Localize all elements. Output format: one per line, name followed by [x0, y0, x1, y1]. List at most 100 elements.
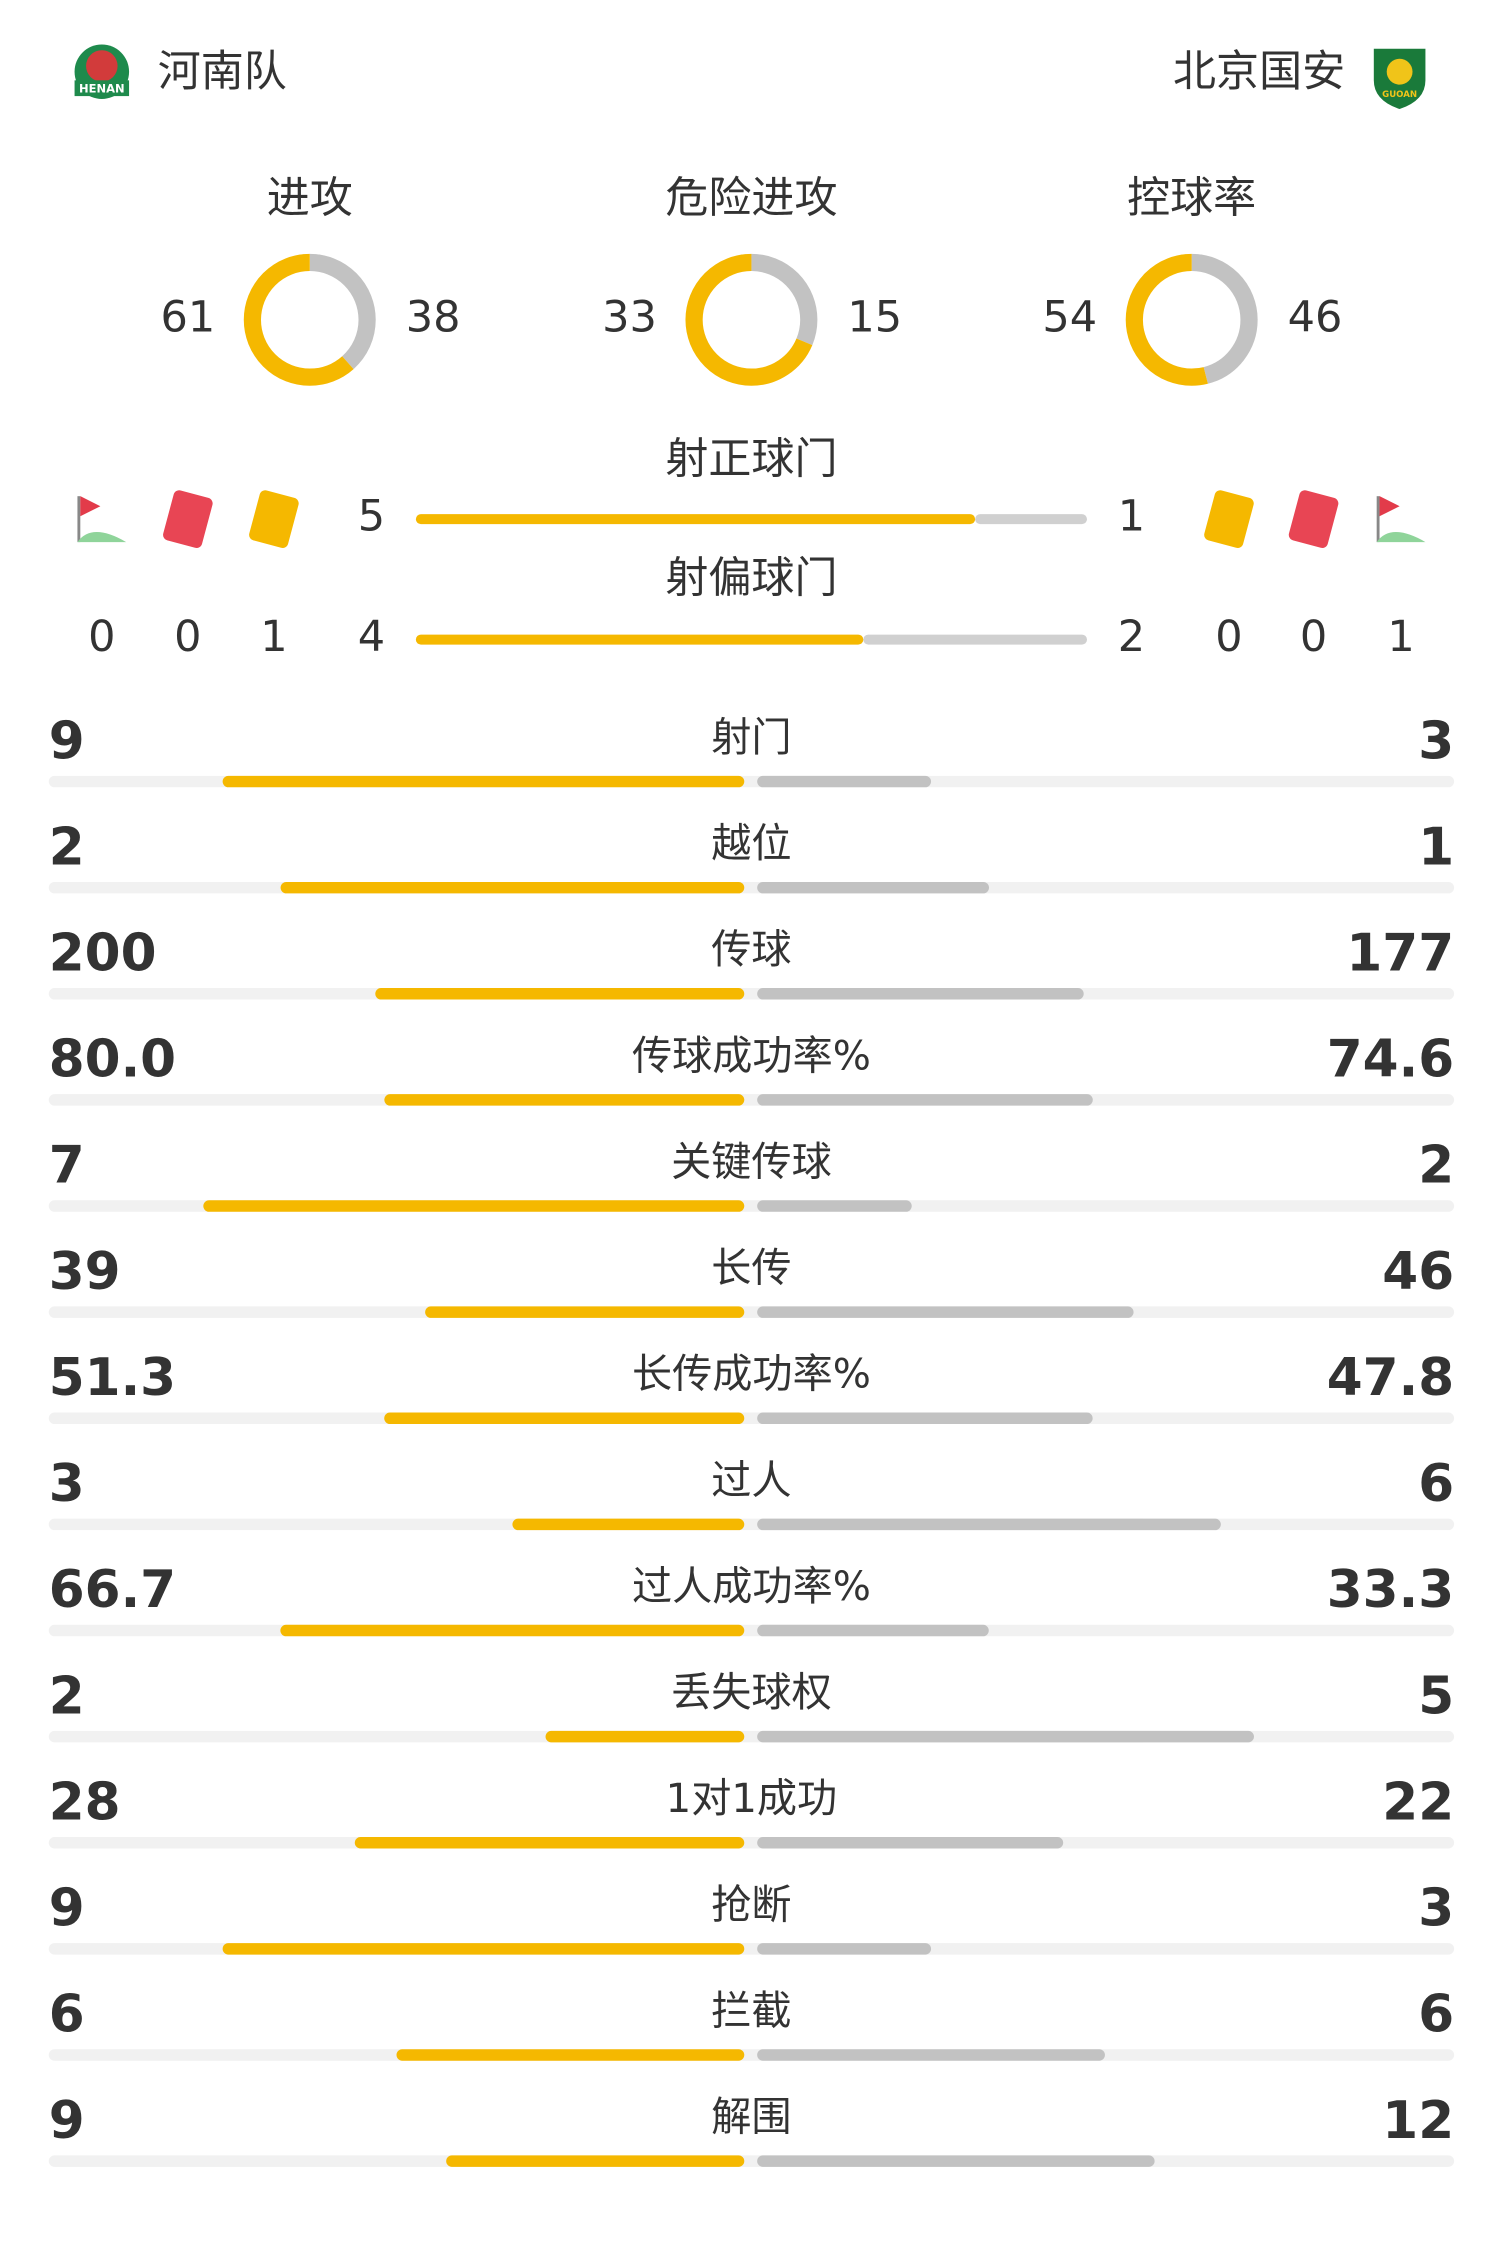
- away-bar: [863, 634, 1087, 645]
- away-bar: [757, 988, 1084, 1000]
- home-bar: [280, 881, 745, 894]
- home-bar: [396, 2049, 745, 2061]
- ring-home-value: 33: [602, 292, 657, 342]
- away-value: 6: [1418, 1454, 1454, 1514]
- discipline-count: 0: [174, 612, 201, 662]
- away-value: 3: [1418, 1879, 1454, 1939]
- stat-label: 过人成功率%: [632, 1564, 871, 1610]
- away-value: 47.8: [1327, 1348, 1454, 1408]
- stat-label: 越位: [711, 821, 791, 867]
- track: [48, 2049, 1455, 2061]
- home-value: 3: [49, 1454, 85, 1514]
- away-value: 2: [1418, 1136, 1454, 1196]
- home-value: 39: [49, 1242, 121, 1302]
- home-bar: [415, 634, 864, 645]
- home-logo: HENAN: [74, 44, 130, 99]
- away-value: 74.6: [1327, 1030, 1454, 1090]
- home-bar: [512, 1518, 745, 1531]
- stat-label: 传球成功率%: [632, 1033, 871, 1079]
- stat-label: 关键传球: [671, 1139, 832, 1185]
- home-value: 6: [49, 1985, 85, 2045]
- home-value: 2: [49, 1666, 85, 1726]
- away-value: 12: [1382, 2091, 1454, 2151]
- discipline-count: 0: [88, 612, 115, 662]
- away-bar: [975, 514, 1087, 525]
- ring-home-arc: [243, 253, 376, 386]
- away-bar: [757, 1730, 1254, 1743]
- ring-home-value: 61: [160, 292, 215, 342]
- home-value: 9: [49, 711, 85, 771]
- shots-off-label: 射偏球门: [665, 553, 837, 603]
- away-value: 1: [1418, 817, 1454, 877]
- away-bar: [757, 2155, 1155, 2167]
- discipline-count: 0: [1300, 612, 1327, 662]
- away-bar: [757, 1412, 1093, 1425]
- away-value: 46: [1382, 1242, 1454, 1302]
- ring-away-value: 38: [406, 292, 461, 342]
- stat-label: 解围: [711, 2095, 791, 2141]
- discipline-count: 1: [260, 612, 287, 662]
- home-team: 河南队: [158, 47, 287, 97]
- track: [48, 1306, 1455, 1318]
- stat-label: 1对1成功: [666, 1776, 838, 1822]
- stat-label: 抢断: [711, 1882, 791, 1928]
- track: [48, 988, 1455, 1000]
- away-logo: GUOAN: [1373, 48, 1426, 109]
- discipline-count: 0: [1215, 612, 1242, 662]
- ring-home-arc: [1125, 253, 1258, 386]
- ring-home-value: 54: [1042, 292, 1097, 342]
- away-bar: [757, 1837, 1064, 1849]
- home-bar: [545, 1730, 745, 1743]
- track: [48, 1412, 1455, 1425]
- ring-title: 进攻: [267, 173, 353, 223]
- track: [48, 881, 1455, 894]
- home-value: 66.7: [49, 1560, 176, 1620]
- home-bar: [425, 1306, 745, 1318]
- away-bar: [757, 1094, 1093, 1106]
- stat-label: 射门: [711, 715, 791, 761]
- away-logo-text: GUOAN: [1382, 90, 1417, 100]
- away-bar: [757, 2049, 1105, 2061]
- icons: [77, 490, 1426, 548]
- home-bar: [222, 1943, 745, 1955]
- away-team: 北京国安: [1173, 47, 1345, 97]
- away-value: 33.3: [1327, 1560, 1454, 1620]
- away-value: 177: [1346, 924, 1454, 984]
- home-logo-text: HENAN: [79, 81, 125, 95]
- home-value: 28: [49, 1772, 121, 1832]
- home-value: 2: [49, 817, 85, 877]
- stat-label: 传球: [711, 927, 791, 973]
- track: [48, 1518, 1455, 1531]
- away-bar: [757, 1624, 989, 1637]
- stat-label: 长传成功率%: [632, 1352, 871, 1398]
- away-value: 3: [1418, 711, 1454, 771]
- stat-label: 拦截: [711, 1988, 791, 2034]
- home-bar: [446, 2155, 745, 2167]
- away-bar: [757, 1943, 932, 1955]
- away-bar: [757, 1200, 912, 1212]
- track: [48, 1837, 1455, 1849]
- home-value: 4: [358, 612, 385, 662]
- away-bar: [757, 775, 932, 788]
- ring-title: 危险进攻: [665, 173, 837, 223]
- away-value: 22: [1382, 1772, 1454, 1832]
- home-value: 51.3: [49, 1348, 176, 1408]
- ring-away-value: 46: [1288, 292, 1343, 342]
- track: [48, 1624, 1455, 1637]
- away-value: 1: [1118, 492, 1145, 542]
- home-bar: [203, 1200, 745, 1212]
- home-value: 7: [49, 1136, 85, 1196]
- stat-label: 丢失球权: [671, 1670, 832, 1716]
- discipline-count: 1: [1387, 612, 1414, 662]
- home-bar: [222, 775, 745, 788]
- shots-on-label: 射正球门: [665, 434, 837, 484]
- home-bar: [384, 1094, 745, 1106]
- home-value: 9: [49, 2091, 85, 2151]
- home-value: 80.0: [49, 1030, 176, 1090]
- home-bar: [354, 1837, 745, 1849]
- home-bar: [375, 988, 745, 1000]
- stat-label: 长传: [711, 1246, 791, 1292]
- ring-title: 控球率: [1127, 173, 1256, 223]
